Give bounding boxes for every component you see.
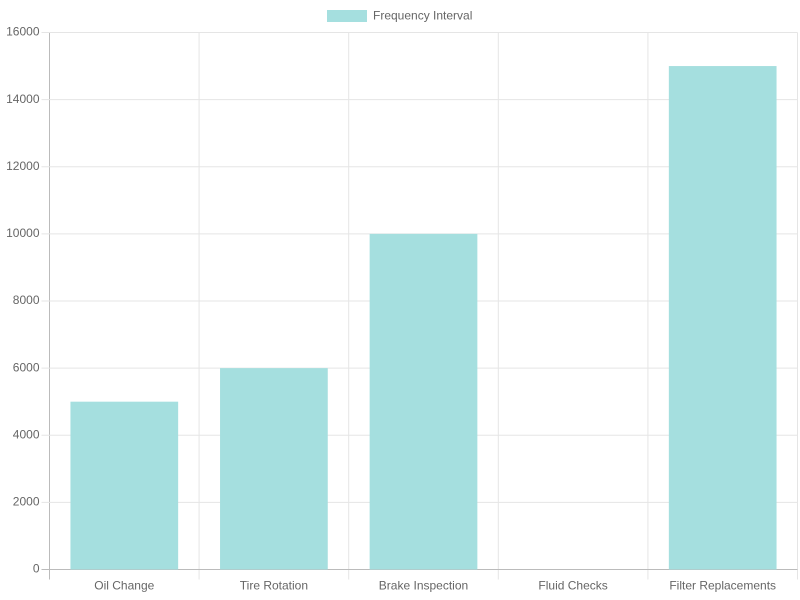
bar	[70, 401, 179, 570]
y-tick-label: 2000	[13, 495, 40, 509]
bar	[369, 233, 478, 570]
bar	[668, 66, 777, 570]
y-tick-label: 10000	[6, 226, 40, 240]
y-tick-label: 14000	[6, 92, 40, 106]
y-tick-label: 6000	[13, 360, 40, 374]
y-tick-label: 16000	[6, 25, 40, 39]
y-tick-label: 4000	[13, 427, 40, 441]
y-tick-label: 12000	[6, 159, 40, 173]
x-tick-label: Fluid Checks	[538, 579, 607, 593]
y-tick-label: 8000	[13, 293, 40, 307]
x-tick-label: Oil Change	[94, 579, 154, 593]
legend-swatch	[327, 10, 367, 22]
x-tick-label: Tire Rotation	[240, 579, 308, 593]
y-tick-label: 0	[33, 562, 40, 576]
x-tick-label: Brake Inspection	[379, 579, 468, 593]
legend-label: Frequency Interval	[373, 9, 472, 23]
bar	[220, 368, 328, 570]
x-tick-label: Filter Replacements	[669, 579, 776, 593]
